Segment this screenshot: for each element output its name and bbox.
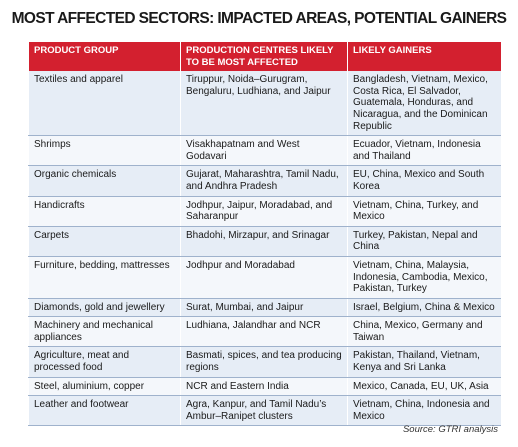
table-row: Leather and footwear Agra, Kanpur, and Ta… [28, 395, 501, 427]
table-cell: Furniture, bedding, mattresses [28, 256, 181, 299]
table-row: Textiles and apparel Tiruppur, Noida–Guru… [28, 71, 501, 137]
table-cell: Israel, Belgium, China & Mexico [347, 298, 501, 318]
table-cell: EU, China, Mexico and South Korea [347, 165, 501, 197]
table-cell: Agra, Kanpur, and Tamil Nadu’s Ambur–Ran… [180, 395, 348, 427]
table-body: Textiles and apparel Tiruppur, Noida–Guru… [28, 71, 501, 427]
table-cell: Handicrafts [28, 196, 181, 227]
table-cell: China, Mexico, Germany and Taiwan [347, 316, 501, 348]
column-header: PRODUCT GROUP [28, 42, 181, 72]
table-cell: Surat, Mumbai, and Jaipur [180, 298, 348, 318]
table-cell: Pakistan, Thailand, Vietnam, Kenya and S… [347, 346, 501, 378]
source: Source: GTRI analysis [402, 424, 498, 435]
table-cell: Steel, aluminium, copper [28, 377, 181, 397]
table-cell: Machinery and mechanical appliances [28, 316, 181, 348]
table-cell: Jodhpur and Moradabad [180, 256, 348, 299]
table-cell: Diamonds, gold and jewellery [28, 298, 181, 318]
table-cell: Mexico, Canada, EU, UK, Asia [347, 377, 501, 397]
table-row: Shrimps Visakhapatnam and West Godavari Ec… [28, 135, 501, 167]
table-row: Steel, aluminium, copper NCR and Eastern … [28, 377, 501, 397]
table-cell: Shrimps [28, 135, 181, 167]
table-cell: Vietnam, China, Indonesia and Mexico [347, 395, 501, 427]
title: MOST AFFECTED SECTORS: IMPACTED AREAS, P… [11, 10, 507, 27]
table-cell: Gujarat, Maharashtra, Tamil Nadu, and An… [180, 165, 348, 197]
table-row: Organic chemicals Gujarat, Maharashtra, T… [28, 165, 501, 197]
table-cell: Agriculture, meat and processed food [28, 346, 181, 378]
table-row: Handicrafts Jodhpur, Jaipur, Moradabad, a… [28, 196, 501, 227]
column-header: LIKELY GAINERS [347, 42, 501, 72]
table-cell: Organic chemicals [28, 165, 181, 197]
table-row: Machinery and mechanical appliances Ludhi… [28, 316, 501, 348]
table-cell: Textiles and apparel [28, 71, 181, 137]
table-row: Furniture, bedding, mattresses Jodhpur an… [28, 256, 501, 299]
table-row: Carpets Bhadohi, Mirzapur, and Srinagar Tu… [28, 226, 501, 257]
table-cell: Bhadohi, Mirzapur, and Srinagar [180, 226, 348, 257]
table-cell: Vietnam, China, Turkey, and Mexico [347, 196, 501, 227]
table-cell: Tiruppur, Noida–Gurugram, Bengaluru, Lud… [180, 71, 348, 137]
table-cell: Carpets [28, 226, 181, 257]
table-cell: Ecuador, Vietnam, Indonesia and Thailand [347, 135, 501, 167]
table-row: Agriculture, meat and processed food Basm… [28, 346, 501, 378]
table-cell: Turkey, Pakistan, Nepal and China [347, 226, 501, 257]
table-cell: Leather and footwear [28, 395, 181, 427]
table: PRODUCT GROUP PRODUCTION CENTRES LIKELY T… [28, 42, 501, 427]
table-cell: Visakhapatnam and West Godavari [180, 135, 348, 167]
table-cell: Basmati, spices, and tea producing regio… [180, 346, 348, 378]
header-row: PRODUCT GROUP PRODUCTION CENTRES LIKELY T… [28, 42, 501, 72]
table-cell: Ludhiana, Jalandhar and NCR [180, 316, 348, 348]
table-row: Diamonds, gold and jewellery Surat, Mumba… [28, 298, 501, 318]
table-cell: Jodhpur, Jaipur, Moradabad, and Saharanp… [180, 196, 348, 227]
table-cell: Vietnam, China, Malaysia, Indonesia, Cam… [347, 256, 501, 299]
table-cell: Bangladesh, Vietnam, Mexico, Costa Rica,… [347, 71, 501, 137]
table-cell: NCR and Eastern India [180, 377, 348, 397]
column-header: PRODUCTION CENTRES LIKELY TO BE MOST AFF… [180, 42, 348, 72]
